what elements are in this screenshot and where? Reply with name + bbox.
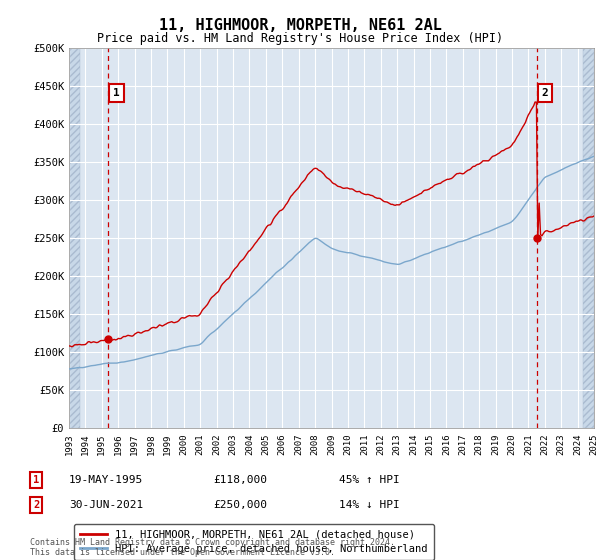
Text: 2: 2 (33, 500, 39, 510)
Text: Contains HM Land Registry data © Crown copyright and database right 2024.
This d: Contains HM Land Registry data © Crown c… (30, 538, 395, 557)
Text: 45% ↑ HPI: 45% ↑ HPI (339, 475, 400, 485)
Text: £118,000: £118,000 (213, 475, 267, 485)
Bar (583, 48, 594, 428)
Legend: 11, HIGHMOOR, MORPETH, NE61 2AL (detached house), HPI: Average price, detached h: 11, HIGHMOOR, MORPETH, NE61 2AL (detache… (74, 524, 434, 560)
Text: 19-MAY-1995: 19-MAY-1995 (69, 475, 143, 485)
Text: 11, HIGHMOOR, MORPETH, NE61 2AL: 11, HIGHMOOR, MORPETH, NE61 2AL (158, 18, 442, 33)
Text: 1: 1 (113, 88, 119, 99)
Text: 1: 1 (33, 475, 39, 485)
Text: Price paid vs. HM Land Registry's House Price Index (HPI): Price paid vs. HM Land Registry's House … (97, 32, 503, 45)
Text: £250,000: £250,000 (213, 500, 267, 510)
Text: 14% ↓ HPI: 14% ↓ HPI (339, 500, 400, 510)
Text: 2: 2 (541, 88, 548, 99)
Bar (583, 48, 594, 428)
Text: 30-JUN-2021: 30-JUN-2021 (69, 500, 143, 510)
Bar (69, 48, 80, 428)
Bar (69, 48, 80, 428)
